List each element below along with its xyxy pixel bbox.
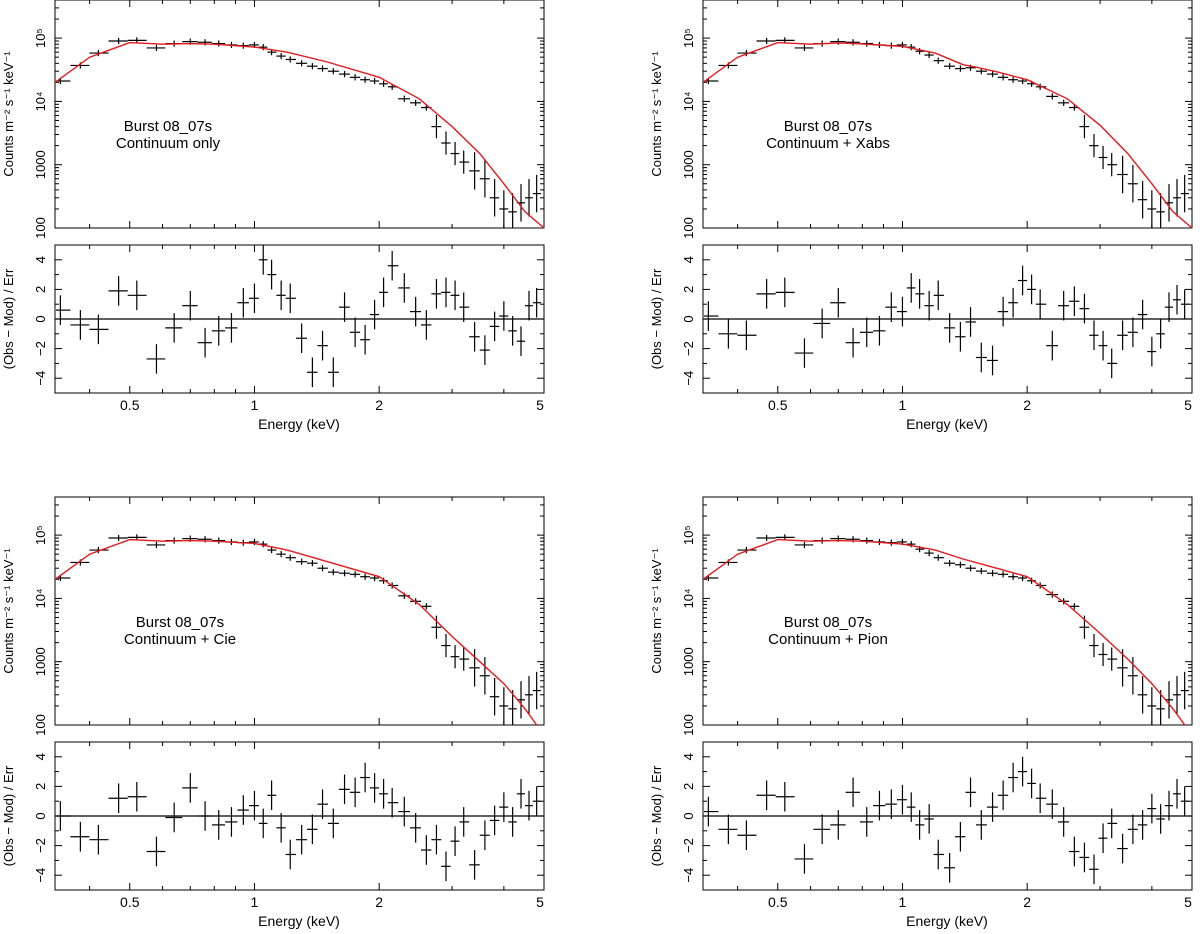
y-tick-label: 4 [33,256,48,263]
axes-ticks: 0.5 1 2 5 100 1000 10⁴ 10⁵ −4 −2 0 2 4 [681,496,1193,910]
spectrum-y-axis-label: Counts m⁻² s⁻¹ keV⁻¹ [649,548,664,674]
y-tick-label: 10⁴ [33,91,48,111]
y-tick-label: 1000 [33,150,48,179]
data-series [54,37,545,388]
x-tick-label: 1 [899,397,907,413]
burst-label: Burst 08_07s [784,614,872,631]
panel-continuum-pion: 0.5 1 2 5 100 1000 10⁴ 10⁵ −4 −2 0 2 4 Counts m⁻² s⁻… [649,496,1193,929]
model-label: Continuum + Pion [768,631,888,648]
spectrum-y-axis-label: Counts m⁻² s⁻¹ keV⁻¹ [649,51,664,177]
x-tick-label: 2 [375,894,383,910]
data-series [54,534,542,882]
x-tick-label: 0.5 [768,397,788,413]
y-tick-label: 10⁵ [681,28,696,48]
y-tick-label: −2 [681,341,696,356]
model-label: Continuum + Xabs [766,135,890,152]
y-tick-label: −4 [33,868,48,883]
model-line [702,538,1186,726]
y-tick-label: 10⁵ [33,28,48,48]
spectrum-plot-frame [54,496,545,726]
y-tick-label: −2 [681,838,696,853]
spectrum-plot-frame [702,496,1193,726]
y-tick-label: 100 [33,714,48,736]
x-tick-label: 0.5 [768,894,788,910]
burst-label: Burst 08_07s [136,614,224,631]
y-tick-label: 100 [681,217,696,239]
y-tick-label: −4 [33,371,48,386]
residual-y-axis-label: (Obs − Mod) / Err [649,268,664,369]
model-line [54,538,538,726]
burst-label: Burst 08_07s [784,118,872,135]
x-tick-label: 5 [536,894,544,910]
y-tick-label: 2 [681,286,696,293]
residual-y-axis-label: (Obs − Mod) / Err [649,765,664,866]
y-tick-label: 10⁴ [681,588,696,608]
y-tick-label: 1000 [681,150,696,179]
spectrum-plot-frame [702,0,1193,229]
model-label: Continuum only [116,135,221,152]
x-tick-label: 0.5 [120,894,140,910]
y-tick-label: 0 [681,812,696,819]
spectrum-y-axis-label: Counts m⁻² s⁻¹ keV⁻¹ [1,548,16,674]
y-tick-label: 0 [33,812,48,819]
y-tick-label: −2 [33,341,48,356]
y-tick-label: 2 [33,783,48,790]
axes-ticks: 0.5 1 2 5 100 1000 10⁴ 10⁵ −4 −2 0 2 4 [681,0,1193,413]
x-tick-label: 5 [1184,894,1192,910]
spectrum-plot-frame [54,0,545,229]
x-tick-label: 1 [899,894,907,910]
x-tick-label: 5 [536,397,544,413]
y-tick-label: 10⁴ [33,588,48,608]
x-tick-label: 5 [1184,397,1192,413]
y-tick-label: 1000 [681,647,696,676]
y-tick-label: 2 [33,286,48,293]
y-tick-label: 100 [681,714,696,736]
model-label: Continuum + Cie [124,631,236,648]
x-tick-label: 2 [1023,397,1031,413]
x-tick-label: 1 [251,397,259,413]
residual-y-axis-label: (Obs − Mod) / Err [1,268,16,369]
y-tick-label: −4 [681,371,696,386]
data-series [702,534,1190,885]
residual-y-axis-label: (Obs − Mod) / Err [1,765,16,866]
panel-continuum-cie: 0.5 1 2 5 100 1000 10⁴ 10⁵ −4 −2 0 2 4 Counts m⁻² s⁻… [1,496,545,929]
axes-ticks: 0.5 1 2 5 100 1000 10⁴ 10⁵ −4 −2 0 2 4 [33,496,545,910]
y-tick-label: 4 [681,753,696,760]
y-tick-label: 100 [33,217,48,239]
y-tick-label: 2 [681,783,696,790]
axes-ticks: 0.5 1 2 5 100 1000 10⁴ 10⁵ −4 −2 0 2 4 [33,0,545,413]
y-tick-label: −4 [681,868,696,883]
y-tick-label: 10⁵ [33,525,48,545]
x-axis-label: Energy (keV) [906,913,988,929]
x-tick-label: 2 [1023,894,1031,910]
y-tick-label: 10⁵ [681,525,696,545]
y-tick-label: 4 [681,256,696,263]
panel-continuum-xabs: 0.5 1 2 5 100 1000 10⁴ 10⁵ −4 −2 0 2 4 Counts m⁻² s⁻… [649,0,1193,432]
x-axis-label: Energy (keV) [258,416,340,432]
y-tick-label: 1000 [33,647,48,676]
burst-label: Burst 08_07s [124,118,212,135]
model-line [54,41,545,229]
x-tick-label: 2 [375,397,383,413]
y-tick-label: 4 [33,753,48,760]
x-axis-label: Energy (keV) [258,913,340,929]
y-tick-label: −2 [33,838,48,853]
y-tick-label: 10⁴ [681,91,696,111]
x-axis-label: Energy (keV) [906,416,988,432]
y-tick-label: 0 [681,315,696,322]
panel-continuum-only: 0.5 1 2 5 100 1000 10⁴ 10⁵ −4 −2 0 2 4 Counts m⁻² s⁻… [1,0,545,432]
model-line [702,41,1193,229]
x-tick-label: 1 [251,894,259,910]
y-tick-label: 0 [33,315,48,322]
data-series [702,37,1193,379]
x-tick-label: 0.5 [120,397,140,413]
spectrum-y-axis-label: Counts m⁻² s⁻¹ keV⁻¹ [1,51,16,177]
